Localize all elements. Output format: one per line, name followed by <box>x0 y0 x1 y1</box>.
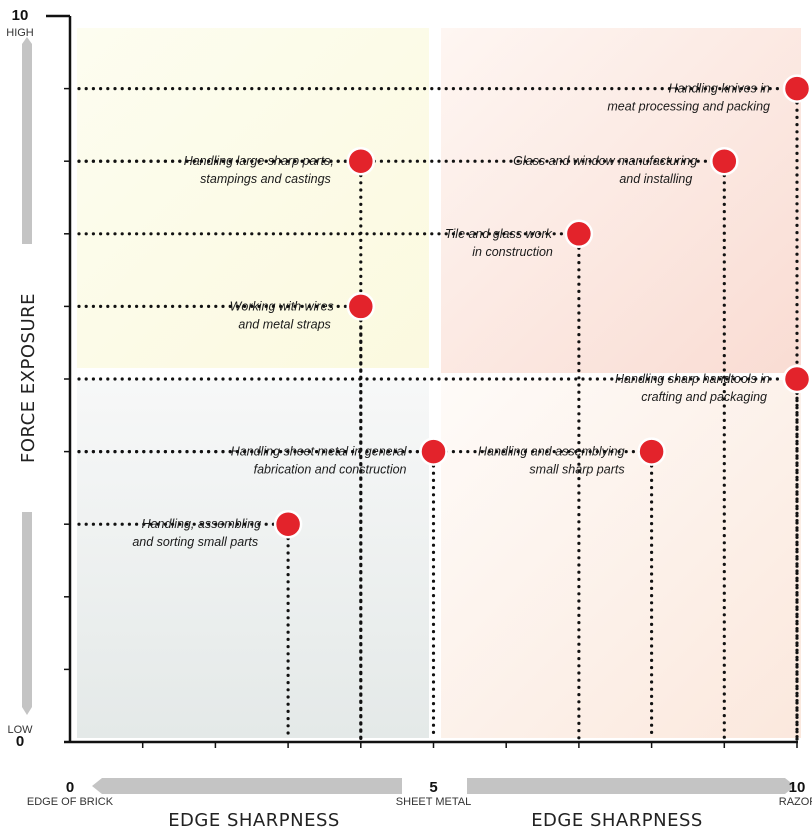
data-point-marker <box>419 437 448 466</box>
y-tick-label: 0 <box>16 733 24 750</box>
point-label-line-1: Handling and assemblying <box>478 445 625 459</box>
point-markers <box>273 74 812 539</box>
background-quadrants <box>77 28 801 738</box>
point-label-line-1: Handling sharp handtools in <box>615 372 770 386</box>
x-tick-word: EDGE OF BRICK <box>27 796 114 808</box>
point-label: Working with wires and metal straps <box>230 299 334 331</box>
data-point-marker <box>637 437 666 466</box>
point-label-line-1: Glass and window manufacturing <box>513 154 697 168</box>
y-tick-word: LOW <box>7 724 33 736</box>
guide-lines <box>77 86 799 741</box>
x-axis-title-right: EDGE SHARPNESS <box>531 810 703 831</box>
point-label-line-2: small sharp parts <box>529 463 624 477</box>
point-label-line-2: fabrication and construction <box>254 463 407 477</box>
point-label-line-2: in construction <box>472 245 553 259</box>
x-tick-word: SHEET METAL <box>396 796 471 808</box>
x-arrow-right-icon <box>467 778 795 794</box>
x-arrow-left-icon <box>92 778 402 794</box>
point-labels: Handling knives in meat processing and pa… <box>132 82 770 550</box>
point-label: Handling knives in meat processing and pa… <box>607 82 770 114</box>
y-axis-title: FORCE EXPOSURE <box>18 293 39 463</box>
point-label: Handling and assemblying small sharp part… <box>478 445 625 477</box>
point-label: Tile and glass work in construction <box>445 227 553 259</box>
point-label-line-1: Handling large sharp parts, <box>184 154 334 168</box>
x-tick-word: RAZOR <box>779 796 812 808</box>
y-arrow-down-icon <box>22 512 32 715</box>
x-axis-title-left: EDGE SHARPNESS <box>168 810 340 831</box>
point-label: Handling sharp handtools in crafting and … <box>615 372 770 404</box>
data-point-marker <box>782 364 812 394</box>
point-label-line-2: crafting and packaging <box>641 390 767 404</box>
point-label-line-1: Handling, assembling <box>142 517 262 531</box>
point-label: Handling, assembling and sorting small pa… <box>132 517 262 549</box>
x-tick-label: 10 <box>789 779 806 796</box>
data-point-marker <box>346 292 376 321</box>
point-label: Handling large sharp parts, stampings and… <box>184 154 334 186</box>
data-point-marker <box>782 74 812 103</box>
data-point-marker <box>564 219 594 249</box>
x-tick-label: 5 <box>429 779 437 796</box>
data-point-marker <box>273 509 303 539</box>
point-label-line-2: stampings and castings <box>200 172 331 186</box>
x-tick-label: 0 <box>66 779 74 796</box>
data-point-marker <box>346 146 376 176</box>
point-label: Handling sheet metal in general fabricati… <box>231 445 408 477</box>
point-label-line-2: and metal straps <box>238 317 330 331</box>
y-tick-word: HIGH <box>6 27 34 39</box>
point-label-line-1: Working with wires <box>230 299 334 313</box>
axis-decor <box>22 37 795 794</box>
point-label-line-2: meat processing and packing <box>607 100 770 114</box>
point-label-line-1: Handling knives in <box>669 82 770 96</box>
point-label-line-2: and installing <box>619 172 692 186</box>
point-label-line-1: Handling sheet metal in general <box>231 445 408 459</box>
y-arrow-up-icon <box>22 37 32 244</box>
point-label: Glass and window manufacturing and instal… <box>513 154 697 186</box>
quadrant-top-right <box>441 28 801 373</box>
y-tick-label: 10 <box>12 7 29 24</box>
quadrant-bottom-left <box>77 380 429 738</box>
quadrant-bottom-right <box>441 380 801 738</box>
point-label-line-1: Tile and glass work <box>445 227 553 241</box>
point-label-line-2: and sorting small parts <box>132 535 258 549</box>
data-point-marker <box>710 146 739 176</box>
